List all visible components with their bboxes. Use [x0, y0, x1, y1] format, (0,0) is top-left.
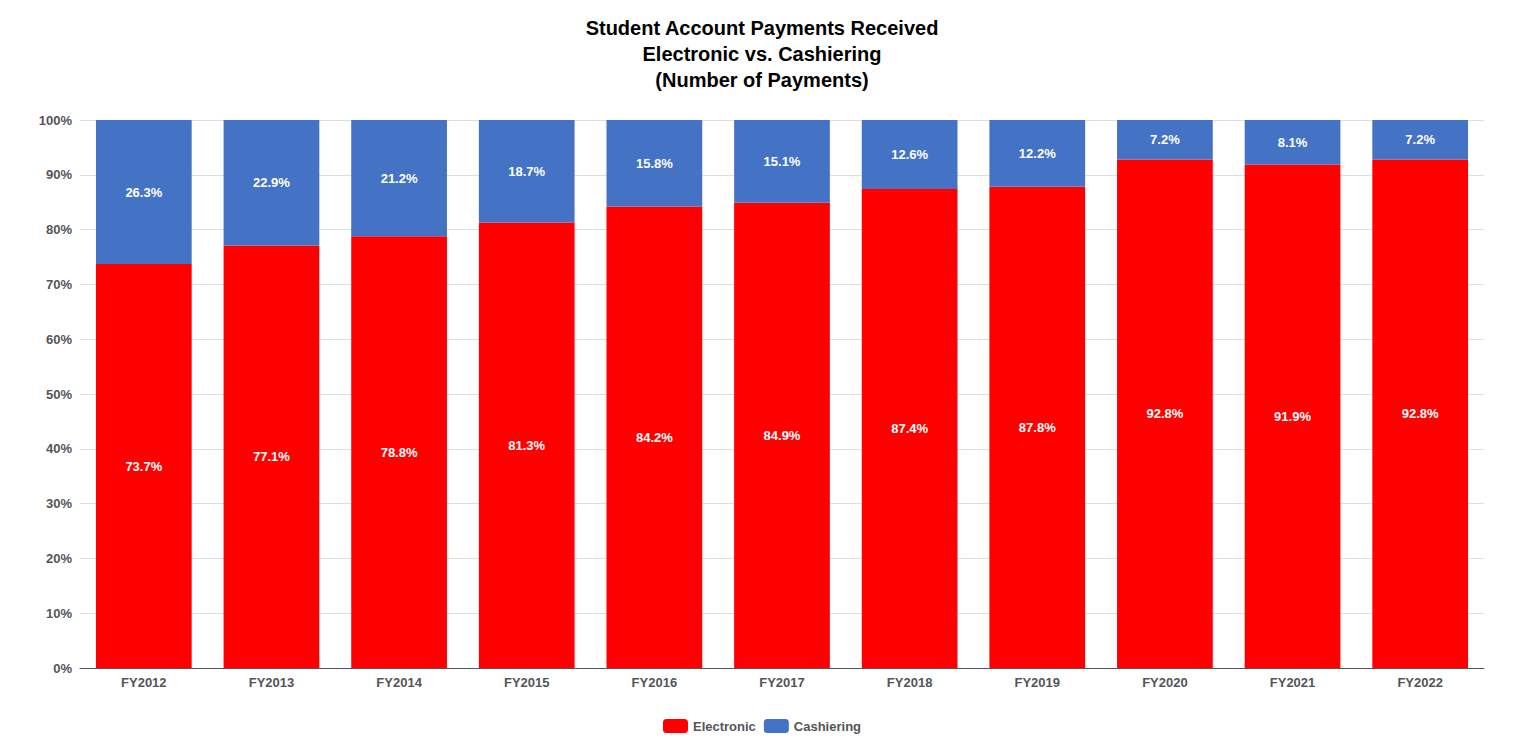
- svg-text:21.2%: 21.2%: [381, 171, 418, 186]
- svg-text:20%: 20%: [46, 551, 72, 566]
- svg-text:FY2019: FY2019: [1014, 675, 1060, 690]
- svg-text:7.2%: 7.2%: [1150, 132, 1180, 147]
- svg-text:81.3%: 81.3%: [508, 438, 545, 453]
- svg-text:15.8%: 15.8%: [636, 156, 673, 171]
- svg-text:8.1%: 8.1%: [1278, 135, 1308, 150]
- svg-text:84.2%: 84.2%: [636, 430, 673, 445]
- svg-text:Electronic vs. Cashiering: Electronic vs. Cashiering: [643, 43, 882, 65]
- svg-text:77.1%: 77.1%: [253, 449, 290, 464]
- svg-text:73.7%: 73.7%: [125, 459, 162, 474]
- svg-text:12.6%: 12.6%: [891, 147, 928, 162]
- svg-text:Cashiering: Cashiering: [794, 719, 861, 734]
- svg-text:22.9%: 22.9%: [253, 175, 290, 190]
- svg-text:FY2022: FY2022: [1397, 675, 1443, 690]
- svg-text:FY2013: FY2013: [249, 675, 295, 690]
- svg-text:70%: 70%: [46, 277, 72, 292]
- svg-text:10%: 10%: [46, 606, 72, 621]
- svg-text:87.8%: 87.8%: [1019, 420, 1056, 435]
- svg-text:FY2018: FY2018: [887, 675, 933, 690]
- svg-text:78.8%: 78.8%: [381, 445, 418, 460]
- svg-text:FY2014: FY2014: [376, 675, 422, 690]
- svg-text:0%: 0%: [53, 661, 72, 676]
- svg-text:92.8%: 92.8%: [1146, 406, 1183, 421]
- svg-text:100%: 100%: [39, 113, 73, 128]
- svg-text:Electronic: Electronic: [693, 719, 756, 734]
- svg-text:15.1%: 15.1%: [764, 154, 801, 169]
- svg-text:FY2015: FY2015: [504, 675, 550, 690]
- svg-text:FY2012: FY2012: [121, 675, 167, 690]
- svg-text:90%: 90%: [46, 167, 72, 182]
- svg-text:91.9%: 91.9%: [1274, 409, 1311, 424]
- svg-text:(Number of Payments): (Number of Payments): [655, 69, 868, 91]
- svg-text:80%: 80%: [46, 222, 72, 237]
- svg-text:7.2%: 7.2%: [1405, 132, 1435, 147]
- svg-text:87.4%: 87.4%: [891, 421, 928, 436]
- svg-text:92.8%: 92.8%: [1402, 406, 1439, 421]
- svg-text:Student Account Payments Recei: Student Account Payments Received: [586, 17, 939, 39]
- svg-text:40%: 40%: [46, 441, 72, 456]
- svg-text:50%: 50%: [46, 387, 72, 402]
- svg-text:12.2%: 12.2%: [1019, 146, 1056, 161]
- svg-text:30%: 30%: [46, 496, 72, 511]
- svg-text:FY2021: FY2021: [1270, 675, 1316, 690]
- svg-text:84.9%: 84.9%: [764, 428, 801, 443]
- svg-text:60%: 60%: [46, 332, 72, 347]
- svg-text:FY2020: FY2020: [1142, 675, 1188, 690]
- svg-text:18.7%: 18.7%: [508, 164, 545, 179]
- svg-text:26.3%: 26.3%: [125, 185, 162, 200]
- svg-text:FY2017: FY2017: [759, 675, 805, 690]
- svg-text:FY2016: FY2016: [632, 675, 678, 690]
